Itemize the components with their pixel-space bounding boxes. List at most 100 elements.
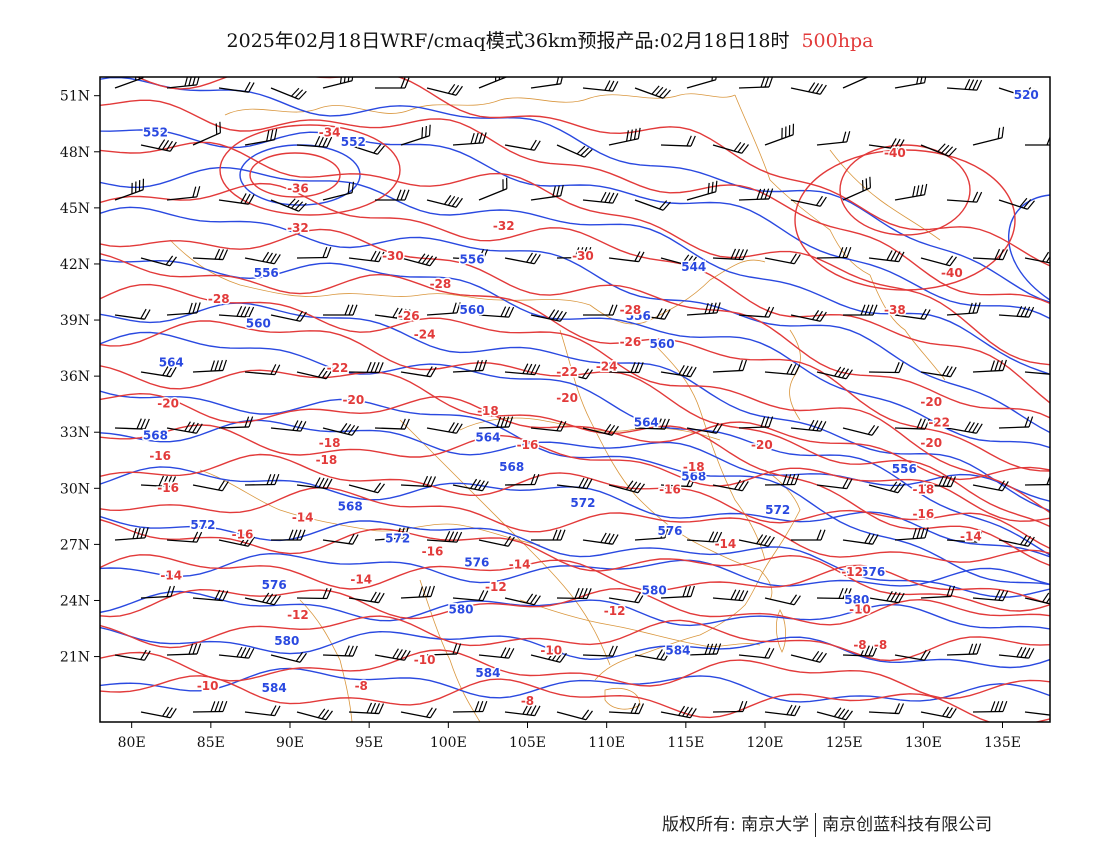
temperature-label: -20 <box>751 438 773 452</box>
wind-barb <box>323 304 358 316</box>
height-label: 568 <box>338 500 363 514</box>
temperature-label: -12 <box>287 608 309 622</box>
wind-barb <box>816 707 853 721</box>
wind-barb <box>946 79 983 91</box>
wind-barb <box>270 420 307 432</box>
height-label: 572 <box>385 531 410 545</box>
wind-barb <box>192 480 229 492</box>
wind-barb <box>764 594 801 606</box>
wind-barb <box>192 359 227 373</box>
wind-barb <box>218 535 255 547</box>
height-label: 560 <box>246 316 271 330</box>
wind-barb <box>686 180 718 201</box>
wind-barb <box>660 705 697 719</box>
height-label: 560 <box>650 337 675 351</box>
height-contour <box>100 515 1050 598</box>
wind-barb <box>868 591 905 604</box>
wind-barb <box>270 651 307 663</box>
wind-barb <box>452 249 489 261</box>
height-label: 552 <box>143 126 168 140</box>
wind-barb <box>374 527 409 541</box>
temperature-labels: -34-36-40-32 -32-30 -30-40-28-28-28-26-24-… <box>148 124 983 709</box>
wind-barb <box>660 476 697 488</box>
wind-barb <box>582 191 619 204</box>
height-contour <box>100 331 1050 557</box>
temperature-label: -16 <box>659 483 681 497</box>
wind-barb <box>192 121 222 146</box>
wind-barb <box>166 643 202 656</box>
temperature-label: -18 <box>683 460 705 474</box>
temperature-label: -10 <box>414 653 436 667</box>
temperature-contour <box>100 486 1050 563</box>
wind-barb <box>426 195 463 208</box>
wind-barb <box>296 136 333 148</box>
wind-barb <box>764 253 801 265</box>
height-label: 584 <box>475 666 500 680</box>
height-label: 580 <box>448 602 473 616</box>
wind-barb <box>478 647 515 659</box>
wind-barb <box>348 702 385 715</box>
height-label: 568 <box>143 428 168 442</box>
wind-barb <box>426 643 462 656</box>
wind-barb <box>842 176 872 201</box>
x-tick-label: 115E <box>667 735 704 751</box>
wind-barb <box>530 184 564 201</box>
copyright-left: 版权所有: 南京大学 <box>662 815 810 835</box>
temperature-label: -22 <box>327 361 349 375</box>
wind-barb <box>374 418 410 430</box>
wind-barb <box>660 585 695 599</box>
border-line <box>169 239 591 306</box>
temperature-label: -38 <box>884 303 906 317</box>
y-axis: 51N 48N 45N 42N 39N 36N 33N 30N 27N 24N 21N <box>60 89 100 666</box>
wind-barb <box>270 198 307 212</box>
wind-barb <box>296 708 333 721</box>
wind-barb <box>374 307 411 320</box>
x-tick-label: 105E <box>509 735 546 751</box>
height-label: 552 <box>341 135 366 149</box>
border-line <box>224 93 736 116</box>
wind-barb <box>270 87 307 100</box>
wind-barb <box>244 251 281 265</box>
wind-barb <box>348 144 385 155</box>
wind-barb <box>790 195 827 207</box>
y-tick-label: 27N <box>60 537 90 553</box>
height-label: 580 <box>274 634 299 648</box>
wind-barb <box>972 359 1007 373</box>
wind-barb <box>114 527 149 541</box>
wind-barb <box>166 186 201 201</box>
wind-barb <box>868 481 905 494</box>
wind-barb <box>296 246 332 259</box>
temperature-label: -10 <box>849 602 871 616</box>
wind-barb <box>426 531 463 543</box>
temperature-label: -28 <box>208 292 230 306</box>
height-label: 560 <box>460 303 485 317</box>
temperature-label: -16 <box>912 507 934 521</box>
wind-barb <box>712 479 749 492</box>
wind-barb <box>322 423 359 436</box>
wind-barb <box>530 77 563 89</box>
temperature-label: -14 <box>715 537 737 551</box>
wind-barb <box>322 645 358 657</box>
x-tick-label: 100E <box>430 735 467 751</box>
wind-barb <box>296 588 332 600</box>
wind-barb <box>998 197 1035 210</box>
wind-barb <box>738 188 774 201</box>
wind-barb <box>582 532 619 545</box>
wind-barb <box>504 252 541 265</box>
map-title: 2025年02月18日WRF/cmaq模式36km预报产品:02月18日18时 5… <box>0 26 1100 53</box>
height-label: 556 <box>626 309 651 323</box>
y-tick-label: 30N <box>60 481 90 497</box>
height-contour <box>100 667 1050 703</box>
wind-barb <box>660 135 696 147</box>
wind-barb <box>478 306 515 318</box>
y-tick-label: 42N <box>60 257 90 273</box>
wind-barb <box>946 302 981 316</box>
height-label: 576 <box>262 578 287 592</box>
wind-barb <box>998 646 1035 659</box>
wind-barb <box>400 366 437 378</box>
temperature-contour <box>100 182 1050 404</box>
temperature-label: -12 <box>485 580 507 594</box>
wind-barb <box>140 585 175 599</box>
wind-barb <box>946 191 983 203</box>
wind-barb <box>530 309 567 322</box>
